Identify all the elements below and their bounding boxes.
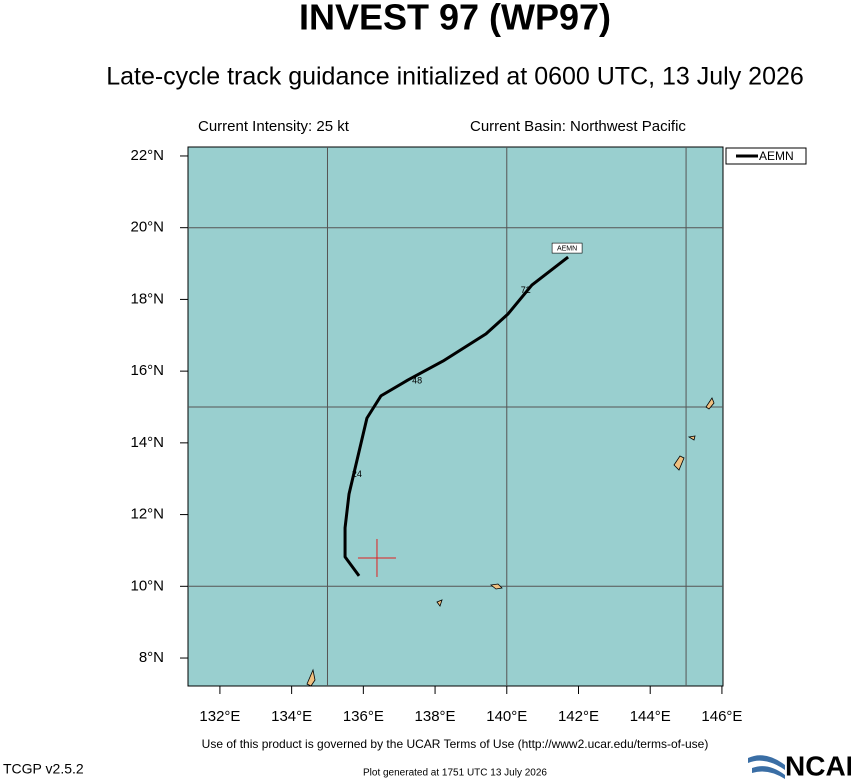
- chart-subtitle: Late-cycle track guidance initialized at…: [106, 63, 804, 91]
- plot-area: [187, 146, 724, 687]
- x-tick-label: 146°E: [701, 708, 742, 725]
- y-tick-label: 20°N: [130, 219, 164, 236]
- legend-label: AEMN: [759, 149, 794, 163]
- y-tick-label: 12°N: [130, 506, 164, 523]
- intensity: Current Intensity: 25 kt: [198, 118, 350, 135]
- x-tick-label: 134°E: [271, 708, 312, 725]
- hour-label: 72: [521, 285, 531, 295]
- y-tick-label: 10°N: [130, 577, 164, 594]
- x-tick-label: 142°E: [558, 708, 599, 725]
- x-tick-label: 140°E: [486, 708, 527, 725]
- logo: NCAR: [785, 750, 851, 780]
- hour-label: 48: [412, 376, 422, 386]
- track-label: AEMN: [557, 245, 577, 252]
- x-tick-label: 132°E: [199, 708, 240, 725]
- y-tick-label: 22°N: [130, 147, 164, 164]
- islands: [306, 397, 715, 687]
- chart-title: INVEST 97 (WP97): [299, 0, 611, 38]
- basin: Current Basin: Northwest Pacific: [470, 118, 686, 135]
- x-tick-label: 138°E: [415, 708, 456, 725]
- track-label-box: [551, 242, 583, 254]
- generated: Plot generated at 1751 UTC 13 July 2026: [363, 768, 547, 779]
- y-tick-label: 14°N: [130, 434, 164, 451]
- logo-waves: [748, 755, 785, 779]
- legend: [725, 147, 807, 165]
- version: TCGP v2.5.2: [3, 761, 84, 777]
- y-tick-label: 18°N: [130, 290, 164, 307]
- y-tick-label: 16°N: [130, 362, 164, 379]
- hour-label: 24: [352, 469, 362, 479]
- x-tick-label: 144°E: [630, 708, 671, 725]
- terms: Use of this product is governed by the U…: [202, 737, 709, 751]
- track: [343, 255, 570, 577]
- y-tick-label: 8°N: [139, 649, 164, 666]
- x-tick-label: 136°E: [343, 708, 384, 725]
- plot-layer: AEMN 24 48 72: [188, 147, 723, 686]
